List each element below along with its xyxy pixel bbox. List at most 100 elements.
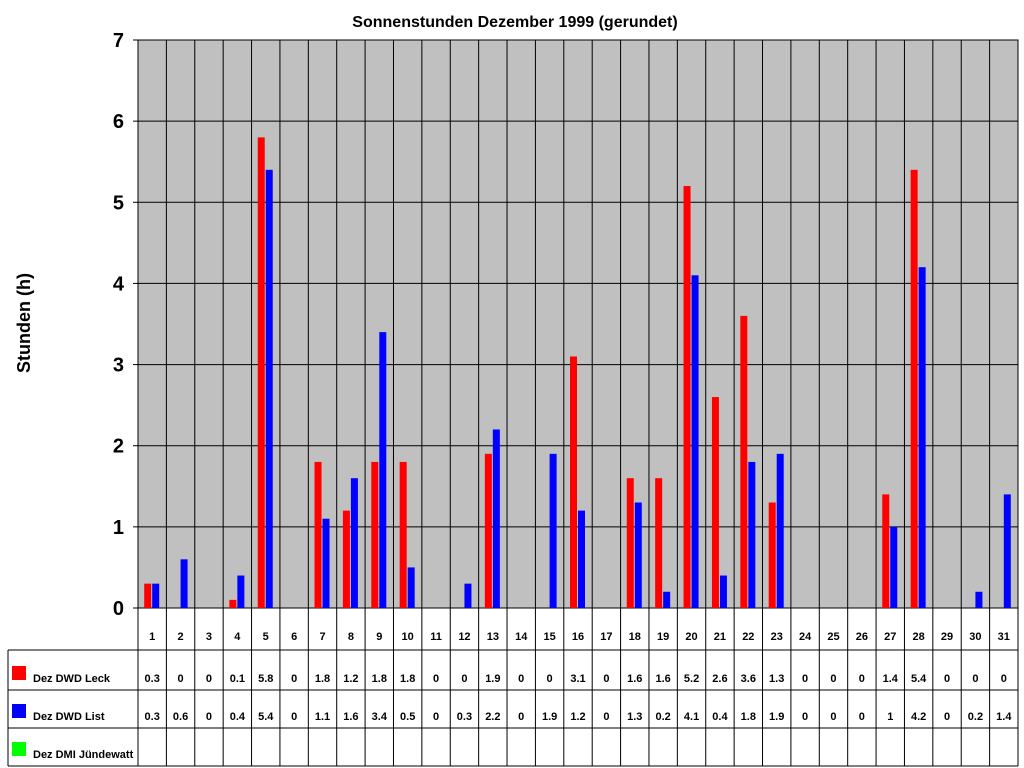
table-value: 0.3 (145, 711, 160, 723)
category-label: 17 (600, 631, 612, 643)
table-value: 5.4 (911, 673, 927, 685)
bar-list (918, 267, 926, 608)
category-label: 21 (714, 631, 726, 643)
y-axis-label: Stunden (h) (14, 273, 34, 373)
legend-key (12, 666, 26, 680)
table-value: 0 (1001, 673, 1007, 685)
table-value: 0 (802, 711, 808, 723)
table-value: 0.3 (145, 673, 160, 685)
category-label: 12 (458, 631, 470, 643)
table-value: 4.1 (684, 711, 699, 723)
table-value: 2.6 (712, 673, 727, 685)
bar-leck (740, 315, 748, 608)
y-axis-ticks: 0 1 2 3 4 5 6 7 (113, 30, 138, 620)
bar-leck (910, 169, 918, 609)
legend-key (12, 704, 26, 718)
category-label: 3 (206, 631, 212, 643)
bar-list (492, 429, 500, 608)
grid-lines (138, 40, 1018, 608)
bar-list (1003, 494, 1011, 608)
category-label: 9 (376, 631, 382, 643)
table-value: 0 (206, 673, 212, 685)
bar-list (237, 575, 245, 608)
table-value: 0 (859, 711, 865, 723)
data-table: 1 2 3 4 5 6 7 8 9 10 11 12 13 14 15 16 17 18 19 20 21 22 23 24 2… (7, 608, 1019, 767)
table-value: 0.6 (173, 711, 188, 723)
table-value: 0.4 (712, 711, 728, 723)
bar-list (578, 510, 585, 608)
table-value: 5.2 (684, 673, 699, 685)
bar-leck (399, 461, 407, 608)
table-value: 0 (944, 711, 950, 723)
table-value: 0 (603, 673, 609, 685)
category-label: 30 (969, 631, 981, 643)
table-value: 0 (518, 673, 524, 685)
table-value: 1.2 (570, 711, 585, 723)
chart-title: Sonnenstunden Dezember 1999 (gerundet) (352, 14, 677, 31)
legend-entry: Dez DMI Jündewatt (33, 749, 134, 761)
bar-leck (626, 478, 634, 608)
table-value: 1.9 (542, 711, 557, 723)
category-label: 20 (685, 631, 697, 643)
table-value: 0.4 (230, 711, 246, 723)
category-label: 31 (998, 631, 1010, 643)
table-value: 1.9 (485, 673, 500, 685)
y-tick-label: 2 (113, 436, 124, 458)
table-value: 0 (802, 673, 808, 685)
table-value: 0 (291, 711, 297, 723)
category-label: 26 (856, 631, 868, 643)
bar-list (663, 591, 671, 608)
category-label: 4 (234, 631, 241, 643)
category-label: 7 (319, 631, 325, 643)
bar-list (634, 502, 642, 608)
table-value: 1.6 (627, 673, 642, 685)
category-label: 10 (402, 631, 414, 643)
table-value: 0 (830, 711, 836, 723)
table-value: 0 (518, 711, 524, 723)
table-value: 0 (178, 673, 184, 685)
category-label: 15 (543, 631, 555, 643)
bar-leck (484, 453, 492, 608)
table-value: 1.4 (883, 673, 899, 685)
table-value: 0.2 (656, 711, 671, 723)
bar-list (180, 559, 188, 608)
bar-list (549, 453, 557, 608)
bar-list (464, 583, 472, 608)
category-label: 16 (572, 631, 584, 643)
table-value: 1.8 (741, 711, 756, 723)
table-value: 1.2 (343, 673, 358, 685)
category-label: 13 (487, 631, 499, 643)
category-label: 1 (149, 631, 155, 643)
category-label: 2 (178, 631, 184, 643)
bar-leck (314, 461, 322, 608)
table-value: 0 (433, 711, 439, 723)
table-value: 0.2 (968, 711, 983, 723)
category-label: 5 (263, 631, 269, 643)
bar-list (322, 518, 330, 608)
table-value: 0 (944, 673, 950, 685)
y-tick-label: 6 (113, 111, 124, 133)
category-label: 27 (884, 631, 896, 643)
y-tick-label: 5 (113, 192, 124, 214)
table-value: 0.1 (230, 673, 245, 685)
bar-leck (683, 186, 691, 609)
table-value: 1.4 (996, 711, 1012, 723)
bar-leck (342, 510, 350, 608)
table-value: 1.3 (769, 673, 784, 685)
table-value: 0 (603, 711, 609, 723)
y-tick-label: 3 (113, 355, 124, 377)
table-value: 4.2 (911, 711, 926, 723)
category-label: 23 (771, 631, 783, 643)
bars (144, 137, 1011, 609)
bar-list (407, 567, 415, 608)
table-value: 5.4 (258, 711, 274, 723)
legend-entry: Dez DWD Leck (33, 673, 111, 685)
bar-list (719, 575, 727, 608)
bar-list (776, 453, 784, 608)
bar-list (350, 478, 358, 608)
bar-list (748, 461, 756, 608)
category-label: 24 (799, 631, 812, 643)
category-label: 14 (515, 631, 528, 643)
table-value: 0 (547, 673, 553, 685)
